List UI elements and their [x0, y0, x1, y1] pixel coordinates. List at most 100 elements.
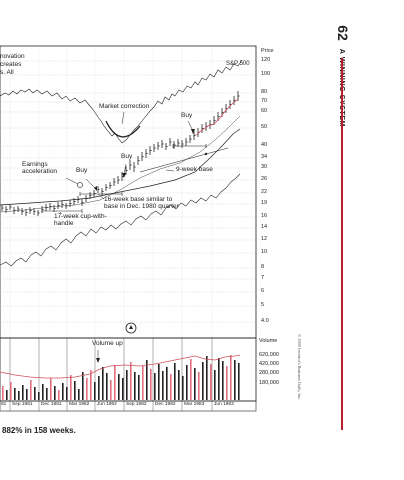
- price-axis-title: Price: [261, 48, 274, 54]
- volume-average-line: [0, 354, 241, 379]
- volume-bar: [190, 359, 192, 400]
- volume-bar: [18, 391, 20, 400]
- market-correction-label: Market correction: [99, 103, 150, 110]
- volume-bar: [178, 370, 180, 400]
- time-axis-label: Sep 1982: [126, 402, 147, 407]
- volume-bar: [158, 364, 160, 400]
- buy-top-label: Buy: [181, 112, 193, 119]
- volume-bar: [170, 374, 172, 400]
- volume-bar: [202, 362, 204, 400]
- volume-bar: [226, 366, 228, 400]
- price-axis-label: 14: [261, 224, 268, 230]
- price-axis-label: 30: [261, 164, 268, 170]
- price-axis-label: 10: [261, 249, 268, 255]
- volume-bar: [86, 378, 88, 400]
- volume-bar: [98, 376, 100, 400]
- volume-up-label: Volume up: [92, 340, 123, 347]
- volume-bar: [110, 380, 112, 400]
- buy-left-label: Buy: [76, 167, 88, 174]
- recent-price-highlight: [195, 98, 239, 136]
- price-axis-label: 19: [261, 200, 268, 206]
- volume-bar: [130, 362, 132, 400]
- volume-bars: [2, 355, 240, 400]
- price-axis-label: 120: [261, 57, 271, 63]
- volume-bar: [146, 360, 148, 400]
- earnings-acceleration-label: Earnings acceleration: [22, 161, 58, 175]
- earnings-pointer: [65, 177, 79, 185]
- time-axis-label: Jun 1983: [214, 402, 234, 407]
- volume-bar: [114, 365, 116, 400]
- price-axis-label: 34: [261, 154, 268, 160]
- price-axis-label: 26: [261, 176, 268, 182]
- buy-left-arrow: [94, 186, 97, 191]
- volume-bar: [74, 381, 76, 400]
- volume-bar: [30, 380, 32, 400]
- volume-bar: [58, 390, 60, 400]
- time-axis-label: Sep 1981: [12, 402, 33, 407]
- sixteen-week-base-label: 16-week base similar to base in Dec. 198…: [104, 196, 179, 210]
- volume-bar: [62, 383, 64, 400]
- volume-bar: [42, 384, 44, 400]
- price-axis-label: 12: [261, 236, 268, 242]
- time-axis-label: Mar 1983: [184, 402, 205, 407]
- trendline-dot: [204, 152, 208, 156]
- moving-average-200: [0, 128, 241, 206]
- volume-bar: [38, 392, 40, 400]
- axis-strip: [0, 400, 257, 412]
- volume-bar: [10, 382, 12, 400]
- volume-bar: [66, 387, 68, 400]
- volume-bar: [186, 365, 188, 400]
- earnings-marker: [77, 182, 83, 188]
- volume-bar: [94, 382, 96, 400]
- price-axis-label: 6: [261, 288, 265, 294]
- header-fragment-2: creates: [0, 61, 22, 68]
- volume-panel-frame: [0, 337, 257, 402]
- volume-bar: [214, 370, 216, 400]
- volume-bar: [238, 363, 240, 400]
- vertical-gridlines: [9, 46, 213, 338]
- price-axis-label: 50: [261, 124, 268, 130]
- buy-top-arrow: [191, 129, 195, 134]
- volume-bar: [206, 356, 208, 400]
- sp500-line: [0, 59, 243, 144]
- volume-axis-label: 420,000: [259, 361, 279, 367]
- volume-bar: [22, 385, 24, 400]
- time-axis-label: Mar 1982: [69, 402, 90, 407]
- buy-mid-arrow: [122, 173, 126, 178]
- time-axis-label: Dec 1982: [155, 402, 176, 407]
- volume-bar: [166, 367, 168, 400]
- volume-bar: [122, 378, 124, 400]
- volume-bar: [218, 358, 220, 400]
- volume-bar: [138, 375, 140, 400]
- volume-bar: [230, 355, 232, 400]
- price-axis-label: 80: [261, 89, 268, 95]
- nine-week-trendline: [139, 147, 229, 173]
- market-correction-arc: [105, 120, 141, 138]
- sixteen-week-pointer: [97, 193, 105, 200]
- buy-left-pointer: [85, 178, 97, 190]
- price-axis-label: 100: [261, 71, 271, 77]
- figure-caption: 882% in 158 weeks.: [2, 426, 76, 435]
- volume-axis-title: Volume: [259, 338, 278, 344]
- price-axis-label: 22: [261, 189, 268, 195]
- buy-mid-label: Buy: [121, 153, 133, 160]
- price-axis-label: 7: [261, 275, 265, 281]
- volume-bar: [118, 374, 120, 400]
- volume-bar: [222, 361, 224, 400]
- volume-bar: [70, 375, 72, 400]
- price-axis-label: 8: [261, 264, 265, 270]
- volume-bar: [234, 360, 236, 400]
- volume-bar: [134, 372, 136, 400]
- volume-bar: [162, 371, 164, 400]
- time-axis-label: Jun 1982: [97, 402, 117, 407]
- price-gridlines: [0, 60, 256, 323]
- time-axis-label: 81: [1, 402, 7, 407]
- header-fragment-3: s. All: [0, 69, 14, 76]
- sp500-label: S&P 500: [226, 61, 250, 67]
- seventeen-week-pointer: [59, 211, 63, 215]
- volume-bar: [14, 388, 16, 400]
- volume-bar: [182, 376, 184, 400]
- nine-week-pointer: [165, 169, 175, 172]
